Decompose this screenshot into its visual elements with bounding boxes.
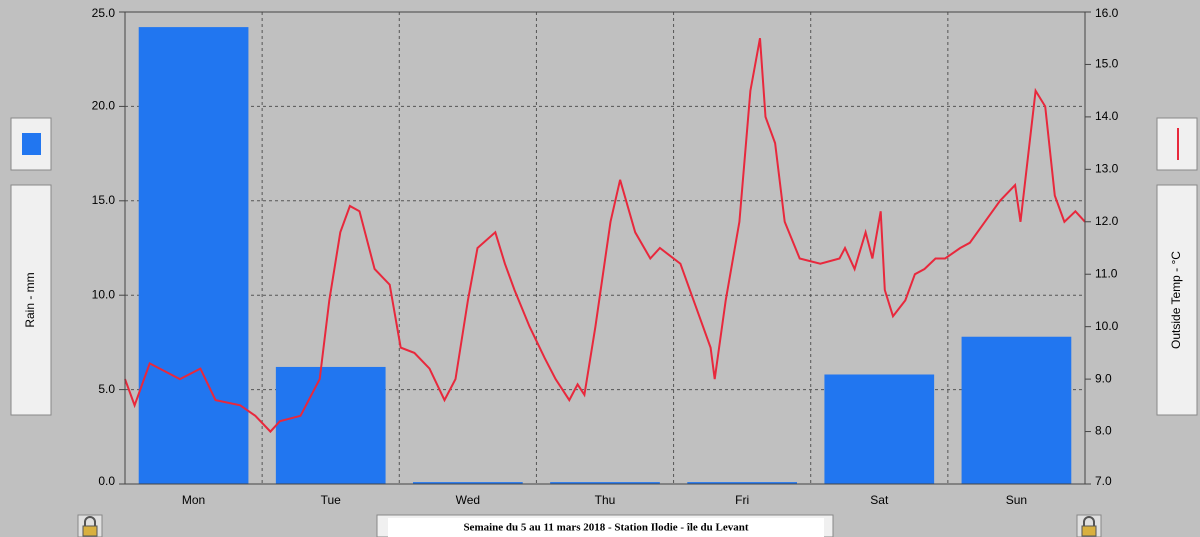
chart-title: Semaine du 5 au 11 mars 2018 - Station I… [463, 522, 748, 534]
x-tick-label: Mon [182, 493, 205, 507]
title-inner [388, 518, 824, 537]
y-tick-label: 20.0 [92, 99, 116, 113]
bar [413, 482, 523, 484]
x-tick-label: Sat [870, 493, 889, 507]
bar [961, 336, 1072, 484]
lock-icon[interactable] [1076, 514, 1102, 537]
plot-frame [124, 11, 1086, 485]
bar [138, 27, 249, 484]
bar [687, 482, 797, 484]
y-tick-label: 15.0 [92, 193, 116, 207]
y2-tick-label: 8.0 [1095, 424, 1112, 438]
x-tick-label: Thu [595, 493, 616, 507]
y-tick-label: 5.0 [98, 382, 115, 396]
x-tick-label: Fri [735, 493, 749, 507]
bar [550, 482, 660, 484]
axis-title-box [1156, 184, 1198, 416]
y-tick-label: 0.0 [98, 474, 115, 488]
y2-tick-label: 11.0 [1095, 266, 1118, 280]
y2-tick-label: 10.0 [1095, 319, 1119, 333]
y2-tick-label: 16.0 [1095, 6, 1119, 20]
y2-tick-label: 7.0 [1095, 474, 1112, 488]
temperature-line [124, 38, 1086, 434]
lock-icon[interactable] [77, 514, 103, 537]
legend-swatch [22, 133, 41, 155]
y-tick-label: 25.0 [92, 6, 116, 20]
y-axis-title: Rain - mm [23, 272, 37, 327]
y2-tick-label: 15.0 [1095, 57, 1119, 71]
x-tick-label: Wed [456, 493, 480, 507]
y2-axis-title: Outside Temp - °C [1169, 251, 1183, 349]
bar [824, 374, 935, 484]
y-tick-label: 10.0 [92, 287, 116, 301]
y2-tick-label: 9.0 [1095, 371, 1112, 385]
bar [275, 366, 386, 484]
y2-tick-label: 12.0 [1095, 214, 1119, 228]
y2-tick-label: 13.0 [1095, 162, 1119, 176]
x-tick-label: Tue [321, 493, 342, 507]
axis-title-box [10, 184, 52, 416]
y2-tick-label: 14.0 [1095, 109, 1119, 123]
x-tick-label: Sun [1006, 493, 1027, 507]
